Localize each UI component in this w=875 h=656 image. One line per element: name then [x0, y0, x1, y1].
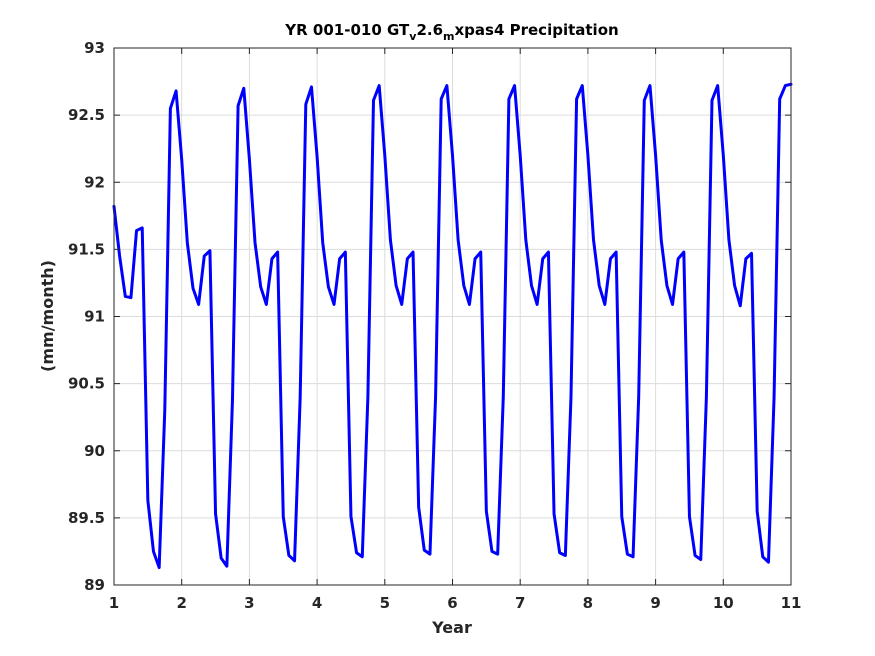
- title-main: YR 001-010 GT: [284, 21, 410, 39]
- y-tick-label: 89: [84, 576, 105, 594]
- y-tick-label: 90.5: [68, 375, 105, 393]
- x-tick-label: 9: [650, 594, 660, 612]
- title-sub-v: v: [409, 30, 417, 43]
- x-tick-label: 4: [312, 594, 322, 612]
- x-axis-label: Year: [431, 618, 472, 637]
- series-layer: [112, 82, 793, 570]
- x-tick-label: 1: [109, 594, 119, 612]
- title-mid: 2.6: [416, 21, 443, 39]
- x-tick-label: 8: [583, 594, 593, 612]
- x-tick-label: 2: [176, 594, 186, 612]
- y-tick-label: 93: [84, 39, 105, 57]
- y-tick-label: 91: [84, 308, 105, 326]
- y-tick-label: 92.5: [68, 106, 105, 124]
- y-axis-label: (mm/month): [38, 260, 57, 372]
- y-tick-label: 91.5: [68, 240, 105, 258]
- y-tick-label: 89.5: [68, 509, 105, 527]
- x-tick-label: 5: [380, 594, 390, 612]
- x-tick-label: 6: [447, 594, 457, 612]
- tick-marks: [113, 47, 792, 586]
- x-tick-label: 7: [515, 594, 525, 612]
- chart-title: YR 001-010 GTv2.6mxpas4 Precipitation: [284, 21, 618, 43]
- y-tick-labels: 89 89.5 90 90.5 91 91.5 92 92.5 93: [68, 39, 105, 594]
- y-tick-label: 92: [84, 173, 105, 191]
- x-tick-label: 3: [244, 594, 254, 612]
- title-tail: xpas4 Precipitation: [455, 21, 619, 39]
- title-sub-m: m: [443, 30, 454, 43]
- x-tick-labels: 1 2 3 4 5 6 7 8 9 10 11: [109, 594, 802, 612]
- precipitation-series-line: [112, 82, 793, 570]
- x-tick-label: 11: [781, 594, 802, 612]
- y-tick-label: 90: [84, 442, 105, 460]
- x-tick-label: 10: [713, 594, 734, 612]
